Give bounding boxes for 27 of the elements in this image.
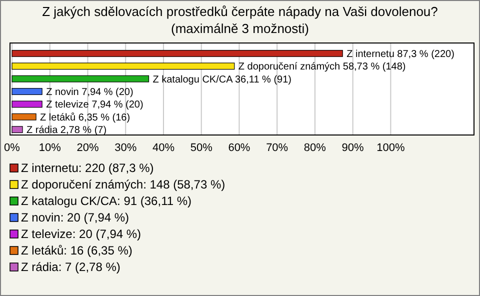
legend-label: Z televize: 20 (7,94 %) — [21, 227, 142, 242]
x-tick-label: 60% — [228, 142, 250, 154]
chart-subtitle: (maximálně 3 možnosti) — [171, 21, 309, 36]
data-label: Z novin 7,94 % (20) — [46, 87, 134, 98]
chart-title: Z jakých sdělovacích prostředků čerpáte nápady na Vaši dovolenou? — [42, 4, 438, 19]
data-label: Z internetu 87,3 % (220) — [346, 48, 454, 60]
x-tick-label: 90% — [342, 142, 364, 154]
legend-label: Z doporučení známých: 148 (58,73 %) — [21, 178, 226, 192]
legend-label: Z letáků: 16 (6,35 %) — [21, 244, 132, 258]
data-label: Z rádia 2,78 % (7) — [26, 125, 107, 136]
legend-label: Z novin: 20 (7,94 %) — [21, 210, 130, 225]
data-label: Z letáků 6,35 % (16) — [40, 111, 130, 124]
legend-label: Z katalogu CK/CA: 91 (36,11 %) — [21, 194, 192, 208]
data-label: Z katalogu CK/CA 36,11 % (91) — [152, 74, 292, 86]
x-tick-label: 50% — [190, 142, 213, 154]
legend-label: Z rádia: 7 (2,78 %) — [21, 260, 120, 274]
x-tick-label: 10% — [38, 142, 62, 154]
x-tick-label: 40% — [152, 142, 175, 154]
x-tick-label: 80% — [304, 142, 326, 154]
x-tick-label: 20% — [76, 142, 99, 154]
legend-label: Z internetu: 220 (87,3 %) — [21, 161, 154, 176]
data-label: Z doporučení známých 58,73 % (148) — [238, 62, 406, 73]
x-tick-label: 100% — [376, 142, 405, 154]
data-label: Z televize 7,94 % (20) — [46, 100, 144, 111]
x-tick-label: 0% — [4, 142, 20, 154]
x-tick-label: 70% — [266, 142, 288, 154]
x-tick-label: 30% — [114, 142, 137, 154]
